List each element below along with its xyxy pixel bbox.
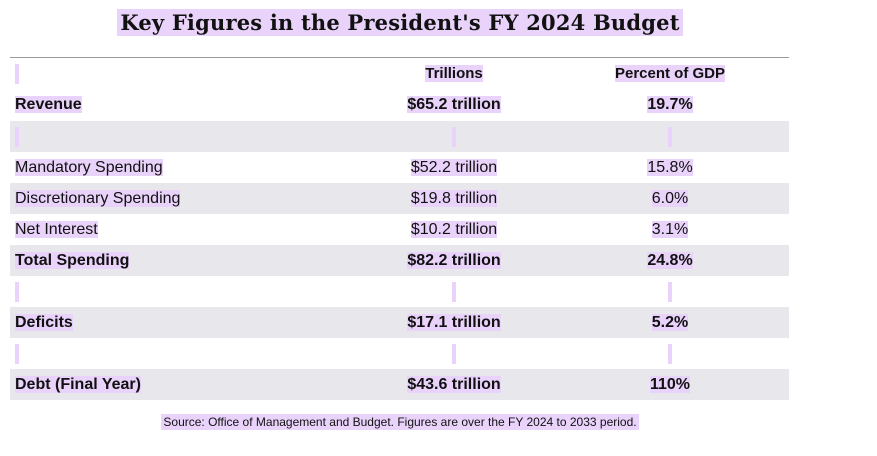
table-row: Revenue $65.2 trillion 19.7% [10, 89, 789, 121]
highlight-marker [452, 281, 456, 302]
row-percent: 110% [649, 376, 691, 393]
row-label [15, 276, 19, 307]
row-percent: 6.0% [651, 190, 689, 207]
table-header-row: Trillions Percent of GDP [10, 58, 789, 89]
row-amount [349, 276, 559, 307]
highlight-marker [15, 64, 19, 85]
row-amount: $10.2 trillion [410, 221, 498, 238]
highlight-marker [668, 126, 672, 147]
highlight-marker [452, 343, 456, 364]
row-label [15, 121, 19, 152]
table-row: Discretionary Spending $19.8 trillion 6.0% [10, 183, 789, 214]
highlight-marker [668, 281, 672, 302]
row-amount: $43.6 trillion [407, 376, 501, 393]
highlight-marker [452, 126, 456, 147]
row-amount: $65.2 trillion [407, 96, 501, 113]
row-amount [349, 338, 559, 369]
table-row: Mandatory Spending $52.2 trillion 15.8% [10, 152, 789, 183]
row-label: Mandatory Spending [15, 159, 163, 176]
table-row: Deficits $17.1 trillion 5.2% [10, 307, 789, 338]
row-label: Debt (Final Year) [15, 376, 141, 393]
highlight-marker [668, 343, 672, 364]
table-body: Revenue $65.2 trillion 19.7% Mandatory Spen… [10, 89, 789, 400]
row-label: Total Spending [15, 252, 130, 269]
row-label: Revenue [15, 96, 82, 113]
budget-table: Trillions Percent of GDP Revenue $65.2 tr… [10, 57, 789, 400]
table-row: Net Interest $10.2 trillion 3.1% [10, 214, 789, 245]
row-percent [565, 276, 775, 307]
row-amount: $82.2 trillion [407, 252, 501, 269]
header-blank-cell [15, 58, 19, 89]
table-row [10, 338, 789, 369]
row-amount [349, 121, 559, 152]
row-label: Discretionary Spending [15, 190, 181, 207]
highlight-marker [15, 343, 19, 364]
header-percent-gdp: Percent of GDP [614, 65, 726, 82]
highlight-marker [15, 126, 19, 147]
title-text: Key Figures in the President's FY 2024 B… [117, 9, 683, 36]
header-trillions: Trillions [425, 65, 483, 82]
row-percent: 3.1% [651, 221, 689, 238]
row-amount: $52.2 trillion [410, 159, 498, 176]
row-percent [565, 338, 775, 369]
row-percent: 5.2% [651, 314, 689, 331]
row-amount: $19.8 trillion [410, 190, 498, 207]
table-row: Total Spending $82.2 trillion 24.8% [10, 245, 789, 276]
row-percent [565, 121, 775, 152]
row-amount: $17.1 trillion [407, 314, 501, 331]
table-row [10, 276, 789, 307]
table-row: Debt (Final Year) $43.6 trillion 110% [10, 369, 789, 400]
table-title: Key Figures in the President's FY 2024 B… [0, 9, 800, 36]
highlight-marker [15, 281, 19, 302]
row-percent: 15.8% [647, 159, 693, 176]
row-label: Deficits [15, 314, 73, 331]
row-label: Net Interest [15, 221, 98, 238]
table-row [10, 121, 789, 152]
source-note: Source: Office of Management and Budget.… [161, 414, 639, 430]
row-label [15, 338, 19, 369]
row-percent: 24.8% [647, 252, 693, 269]
row-percent: 19.7% [647, 96, 693, 113]
